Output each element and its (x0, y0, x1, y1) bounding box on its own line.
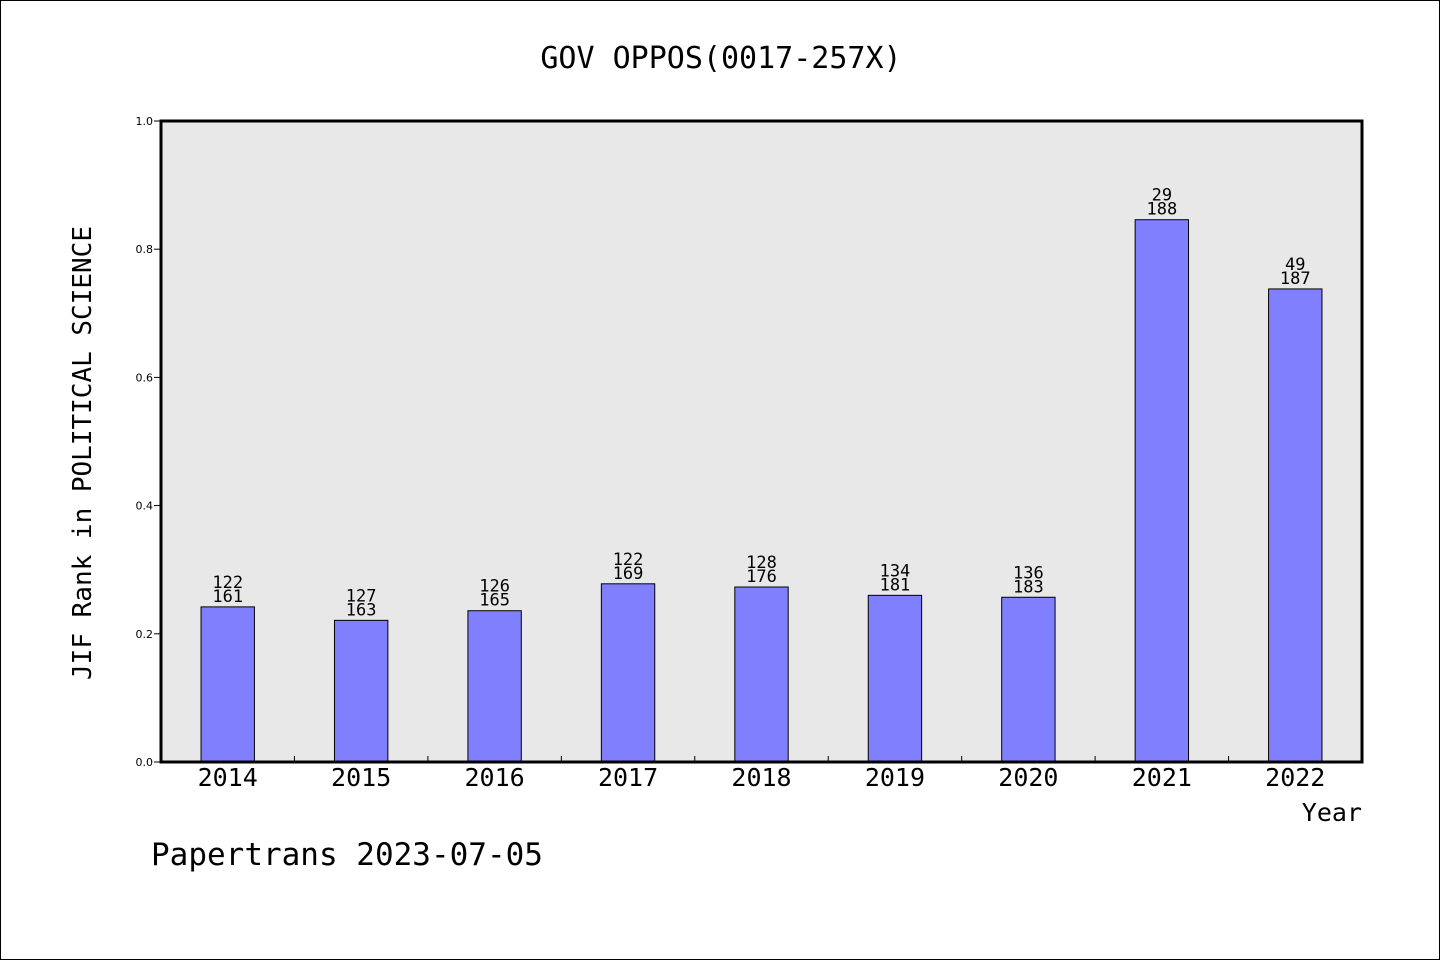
x-tick-label: 2020 (998, 763, 1058, 792)
bar-2014 (200, 606, 255, 763)
bars (200, 219, 1323, 763)
bar-2022 (1268, 288, 1323, 763)
bar-total-label: 181 (880, 575, 911, 595)
footer-text: Papertrans 2023-07-05 (151, 837, 543, 873)
y-tick-label: 0.8 (136, 243, 154, 256)
x-tick-label: 2021 (1132, 763, 1192, 792)
x-tick-label: 2015 (331, 763, 391, 792)
bar-2015 (333, 619, 389, 763)
bar-2021 (1134, 219, 1190, 763)
y-axis-ticks: 0.0 0.2 0.4 0.6 0.8 1.0 (136, 115, 161, 769)
plot-border (159, 119, 1364, 764)
x-tick-label: 2014 (198, 763, 258, 792)
bar-total-label: 176 (746, 567, 777, 587)
bar-rank-label: 128 (746, 553, 777, 573)
y-tick-label: 0.4 (136, 500, 154, 513)
x-tick-label: 2019 (865, 763, 925, 792)
y-tick-label: 0.6 (136, 371, 154, 384)
x-tick-label: 2017 (598, 763, 658, 792)
bar-total-label: 161 (212, 587, 243, 607)
y-tick-label: 0.0 (136, 756, 154, 769)
bar-total-label: 163 (346, 600, 377, 620)
y-tick-label: 1.0 (136, 115, 154, 128)
chart-title: GOV OPPOS(0017-257X) (540, 41, 901, 76)
x-tick-label: 2016 (465, 763, 525, 792)
bar-2017 (600, 583, 656, 763)
bar-rank-label: 134 (880, 561, 911, 581)
bar-2018 (734, 586, 789, 763)
y-axis-label: JIF Rank in POLITICAL SCIENCE (68, 226, 98, 680)
y-tick-label: 0.2 (136, 628, 154, 641)
bar-2020 (1001, 596, 1056, 763)
bar-rank-label: 122 (212, 573, 243, 593)
bar-total-label: 187 (1280, 269, 1311, 289)
bar-rank-label: 49 (1285, 255, 1305, 275)
bar-rank-label: 127 (346, 586, 377, 606)
bar-rank-label: 136 (1013, 563, 1044, 583)
bar-total-label: 183 (1013, 577, 1044, 597)
bar-total-label: 165 (479, 591, 510, 611)
bar-total-label: 169 (613, 564, 644, 584)
bar-rank-label: 122 (613, 550, 644, 570)
bar-total-label: 188 (1146, 200, 1177, 220)
bar-2016 (467, 610, 522, 763)
bar-rank-label: 126 (479, 577, 510, 597)
bar-rank-label: 29 (1152, 186, 1172, 206)
bar-2019 (867, 594, 923, 763)
x-axis-label: Year (1302, 798, 1362, 827)
x-axis-ticks: 2014 2015 2016 2017 2018 2019 2020 2021 2022 (198, 756, 1325, 792)
x-tick-label: 2022 (1265, 763, 1325, 792)
x-tick-label: 2018 (731, 763, 791, 792)
